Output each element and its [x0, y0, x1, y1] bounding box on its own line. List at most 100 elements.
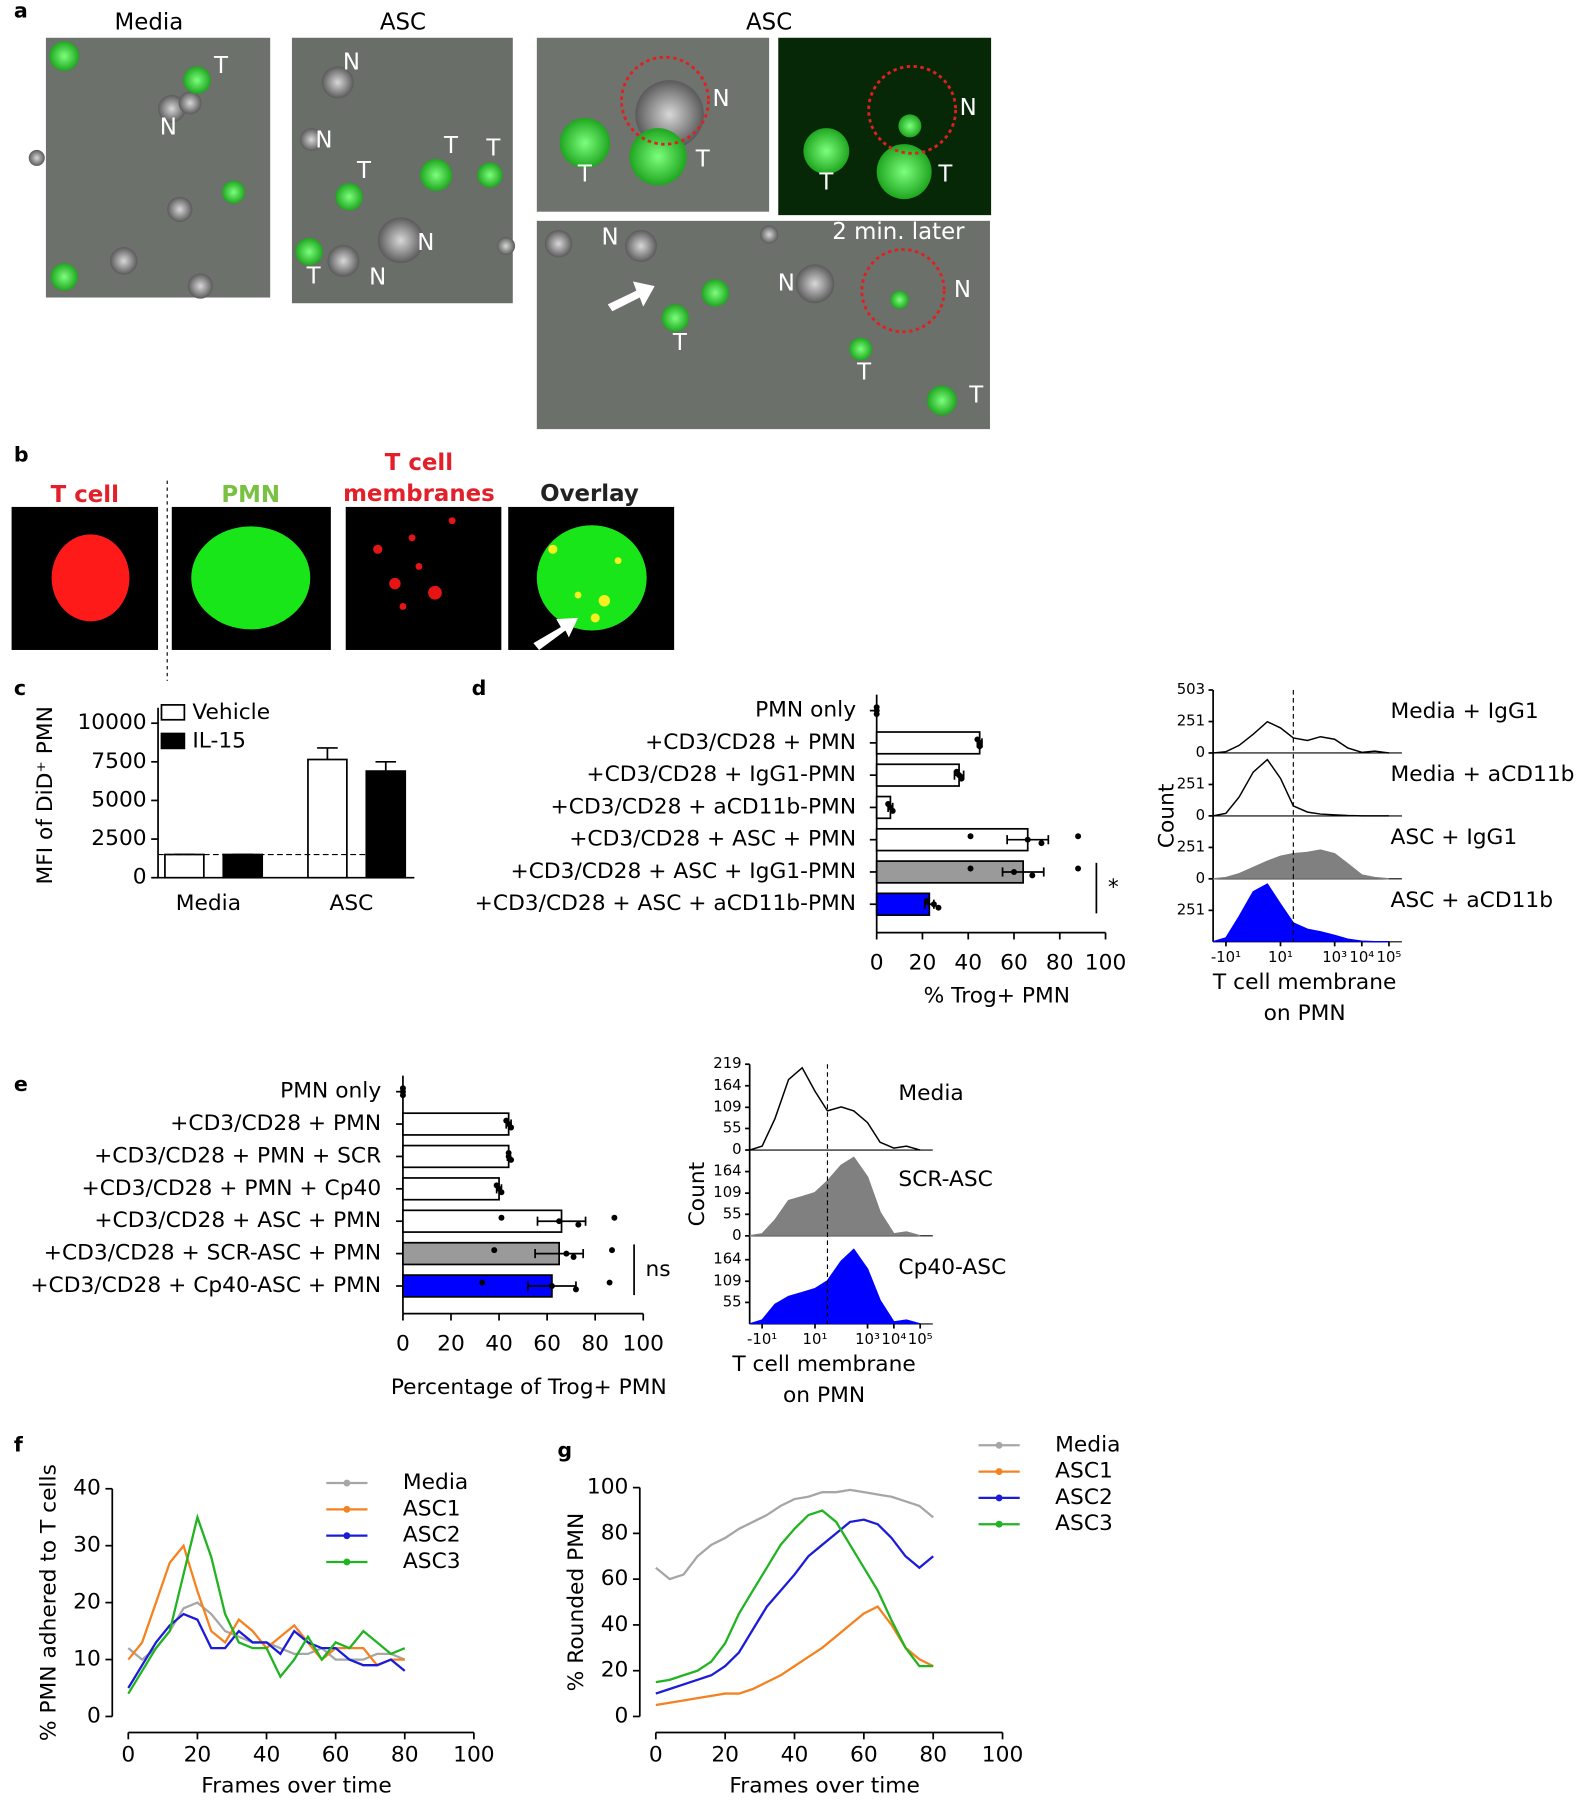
fluorescent-cell [183, 66, 211, 94]
fluorescent-cell [803, 128, 850, 174]
y-tick-label: 0 [732, 1140, 741, 1158]
data-point [1075, 865, 1082, 872]
legend-marker [343, 1532, 351, 1540]
x-tick-label: 60 [1000, 951, 1028, 976]
bar [875, 827, 1029, 852]
fluorescent-cell [661, 304, 690, 332]
membrane-dot [448, 517, 456, 525]
y-tick-label: +CD3/CD28 + PMN + Cp40 [82, 1176, 382, 1201]
x-tick-label: 80 [919, 1742, 947, 1767]
y-tick-label: 503 [1177, 680, 1205, 698]
x-tick-label: 20 [437, 1332, 465, 1357]
cell [759, 225, 779, 244]
fluorescent-cell [890, 290, 909, 309]
cell [109, 247, 138, 275]
micrograph [345, 506, 502, 650]
y-tick-label: +CD3/CD28 + PMN [170, 1111, 381, 1136]
x-tick-label: 0 [649, 1742, 663, 1767]
data-point [575, 1221, 582, 1228]
legend-label: ASC2 [1055, 1485, 1113, 1510]
x-tick-label: 60 [850, 1742, 878, 1767]
cell-label: T [818, 170, 834, 196]
y-tick-label: 0 [615, 1703, 629, 1728]
cell [377, 217, 424, 264]
legend-marker [995, 1494, 1003, 1502]
cell [158, 94, 186, 123]
cell [28, 149, 45, 166]
cell-label: T [306, 263, 322, 289]
y-tick-label: 0 [1196, 806, 1205, 824]
data-point [976, 743, 983, 750]
y-tick-label: 109 [713, 1097, 741, 1115]
y-tick-label: 5000 [91, 787, 146, 812]
x-tick-label: Media [176, 891, 241, 916]
y-axis-label: Count [685, 1162, 710, 1227]
data-point [609, 1247, 615, 1254]
panel-name: Media + IgG1 [1390, 699, 1538, 724]
x-tick-label: 80 [581, 1332, 609, 1357]
legend-label: ASC3 [403, 1549, 461, 1574]
fluorescent-cell [876, 144, 932, 200]
bar [875, 763, 960, 787]
y-tick-label: 164 [713, 1250, 741, 1268]
fluorescent-cell [335, 183, 363, 211]
y-tick-label: +CD3/CD28 + IgG1-PMN [586, 762, 856, 787]
legend-marker [995, 1441, 1003, 1449]
y-tick-label: 219 [713, 1054, 741, 1072]
x-tick-label: 10⁵ [1377, 948, 1402, 966]
x-tick-label: 10⁴ [1349, 948, 1374, 966]
y-axis-label: Count [1154, 784, 1179, 849]
cell-label: T [485, 135, 501, 161]
x-tick-label: 40 [954, 951, 982, 976]
y-tick-label: 20 [73, 1590, 101, 1615]
highlight-circle [620, 55, 710, 146]
x-axis-label: % Trog+ PMN [924, 984, 1070, 1009]
bar [402, 1177, 500, 1201]
y-tick-label: 164 [713, 1076, 741, 1094]
panel-label: d [472, 676, 487, 700]
panel-header: ASC [380, 9, 426, 35]
y-tick-label: 251 [1177, 774, 1205, 792]
data-point [491, 1247, 498, 1254]
fluorescent-cell [898, 114, 922, 138]
y-tick-label: 60 [601, 1566, 629, 1591]
data-point [958, 775, 965, 782]
y-tick-label: 0 [732, 1226, 741, 1244]
x-tick-label: 10⁴ [881, 1330, 906, 1348]
legend-label: ASC3 [1055, 1511, 1113, 1536]
x-axis-label: Frames over time [729, 1773, 919, 1798]
x-axis-label: T cell membrane [1212, 970, 1396, 995]
legend-label: ASC1 [1055, 1459, 1113, 1484]
y-tick-label: 251 [1177, 837, 1205, 855]
series-line [127, 1612, 406, 1689]
series-line [655, 1518, 934, 1695]
y-tick-label: +CD3/CD28 + PMN [645, 730, 856, 755]
highlight-circle [867, 64, 958, 155]
cell-label: N [417, 230, 434, 256]
histogram [749, 1248, 921, 1325]
data-point [570, 1254, 577, 1260]
data-point [611, 1214, 618, 1221]
significance-label: * [1108, 875, 1119, 900]
x-tick-label: 20 [711, 1742, 739, 1767]
cell [544, 230, 573, 258]
cell [624, 230, 657, 263]
data-point [967, 865, 974, 872]
y-tick-label: 55 [723, 1292, 742, 1310]
y-axis-label: MFI of DiD⁺ PMN [33, 706, 58, 884]
y-tick-label: 251 [1177, 900, 1205, 918]
legend-label: ASC2 [403, 1523, 461, 1548]
data-point [548, 1283, 555, 1289]
membrane-dot [399, 603, 407, 610]
x-axis-label: on PMN [783, 1383, 865, 1408]
cell [496, 236, 516, 256]
panel-label: e [14, 1072, 28, 1096]
y-tick-label: 55 [723, 1118, 742, 1136]
y-tick-label: 40 [601, 1612, 629, 1637]
cell-label: T [937, 162, 953, 188]
data-point [1038, 840, 1045, 847]
y-tick-label: +CD3/CD28 + SCR-ASC + PMN [44, 1241, 381, 1266]
overlay-dot [574, 591, 582, 599]
x-tick-label: 100 [453, 1742, 494, 1767]
